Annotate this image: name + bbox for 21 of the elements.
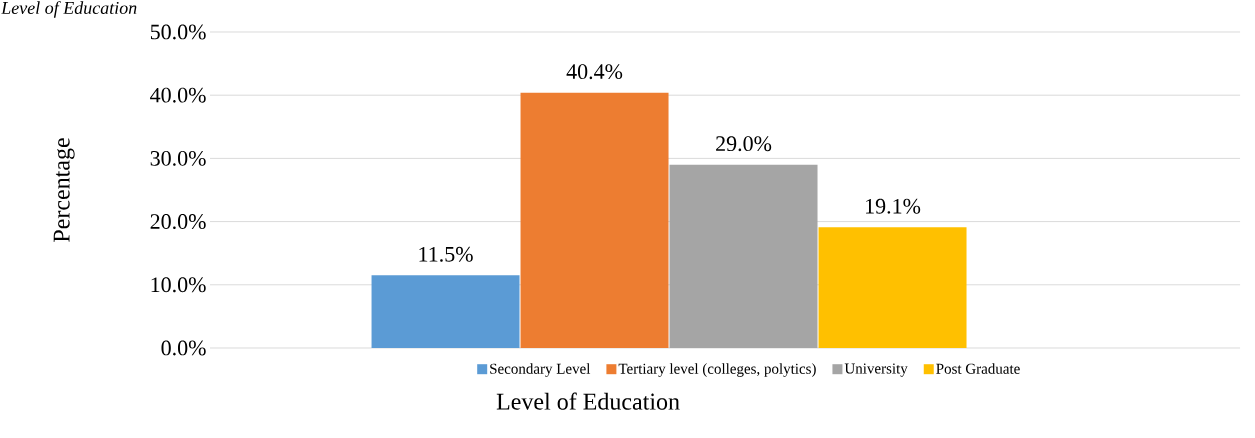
chart-title: Level of Education: [1, 1, 137, 18]
y-tick-label: 40.0%: [150, 87, 206, 103]
legend-label: Tertiary level (colleges, polytics): [618, 363, 816, 377]
legend-label: University: [844, 363, 908, 377]
bar: [520, 92, 669, 348]
legend-label: Post Graduate: [936, 363, 1020, 374]
y-tick-label: 30.0%: [150, 150, 206, 166]
y-tick-label: 0.0%: [161, 340, 206, 356]
y-tick-label: 50.0%: [150, 24, 206, 40]
data-label: 29.0%: [716, 136, 772, 152]
bar: [371, 275, 520, 348]
y-axis-title: Percentage: [53, 138, 75, 242]
x-axis-title: Level of Education: [496, 392, 680, 410]
y-tick-label: 10.0%: [151, 277, 206, 293]
data-label: 11.5%: [419, 246, 473, 262]
data-label: 40.4%: [566, 64, 623, 80]
bar: [818, 227, 967, 348]
legend-label: Secondary Level: [490, 363, 591, 377]
bar: [669, 164, 818, 348]
data-label: 19.1%: [866, 198, 921, 214]
y-tick-label: 20.0%: [150, 214, 206, 230]
